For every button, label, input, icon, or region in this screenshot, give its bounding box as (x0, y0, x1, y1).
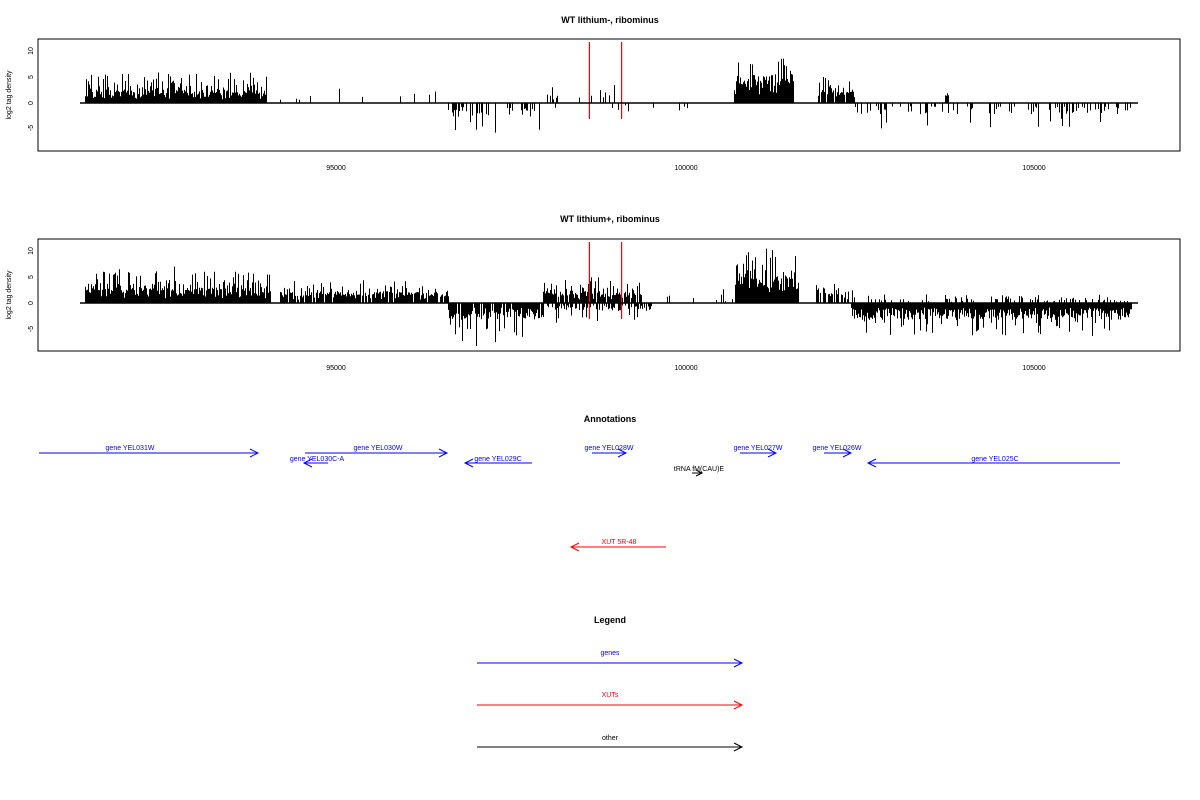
arrowhead (767, 448, 778, 458)
legend-label: other (602, 735, 619, 742)
feature-label: gene YEL030C-A (290, 456, 345, 463)
arrowhead (733, 658, 744, 668)
track-panel-lithium-plus: WT lithium+, ribominus log2 tag density … (6, 214, 1181, 372)
arrowhead (302, 458, 313, 468)
x-axis: 95000 100000 105000 (326, 365, 1046, 372)
arrowhead (249, 448, 260, 458)
feature-label: gene YEL030W (354, 445, 403, 452)
annotations-track: Annotations gene YEL031W gene YEL030C-A … (39, 414, 1120, 552)
feature-gene-yel027w: gene YEL027W (734, 445, 783, 458)
arrowhead (695, 469, 704, 477)
y-tick-label: 10 (28, 47, 35, 55)
feature-gene-yel028w: gene YEL028W (585, 445, 634, 458)
feature-label: gene YEL031W (106, 445, 155, 452)
arrowhead (842, 448, 853, 458)
plot-frame (37, 38, 1181, 152)
annotations-title: Annotations (584, 414, 637, 424)
panel-title: WT lithium+, ribominus (560, 214, 660, 224)
feature-gene-yel030c-a: gene YEL030C-A (290, 456, 345, 468)
feature-label: gene YEL028W (585, 445, 634, 452)
feature-gene-yel026w: gene YEL026W (813, 445, 862, 458)
legend-item-other: other (477, 735, 744, 752)
x-tick-label: 100000 (674, 365, 697, 372)
feature-label: tRNA fM(CAU)E (674, 466, 725, 473)
panel-title: WT lithium-, ribominus (561, 15, 659, 25)
arrowhead (733, 700, 744, 710)
x-axis: 95000 100000 105000 (326, 165, 1046, 172)
x-tick-label: 105000 (1022, 365, 1045, 372)
y-tick-label: -5 (28, 326, 35, 332)
legend-item-genes: genes (477, 650, 744, 668)
y-axis-label: log2 tag density (6, 70, 13, 120)
track-panel-lithium-minus: WT lithium-, ribominus log2 tag density … (6, 15, 1181, 172)
arrowhead (866, 458, 877, 468)
legend-label: genes (600, 650, 620, 657)
legend-label: XUTs (602, 692, 619, 699)
y-tick-label: -5 (28, 125, 35, 131)
y-axis-label: log2 tag density (6, 270, 13, 320)
feature-gene-yel025c: gene YEL025C (866, 456, 1120, 468)
x-tick-label: 100000 (674, 165, 697, 172)
arrowhead (569, 542, 580, 552)
y-axis: -5 0 5 10 (28, 47, 35, 131)
y-tick-label: 0 (28, 301, 35, 305)
y-tick-label: 10 (28, 247, 35, 255)
feature-label: gene YEL029C (474, 456, 521, 463)
legend: Legend genes XUTs other (477, 615, 744, 752)
y-tick-label: 5 (28, 275, 35, 279)
x-tick-label: 105000 (1022, 165, 1045, 172)
y-axis: -5 0 5 10 (28, 247, 35, 332)
x-tick-label: 95000 (326, 165, 346, 172)
red-markers (588, 42, 623, 119)
feature-label: gene YEL027W (734, 445, 783, 452)
feature-gene-yel031w: gene YEL031W (39, 445, 260, 458)
arrowhead (733, 742, 744, 752)
feature-xut-5r-48: XUT 5R-48 (569, 539, 666, 552)
y-tick-label: 5 (28, 75, 35, 79)
feature-gene-yel030w: gene YEL030W (305, 445, 449, 458)
feature-trna: tRNA fM(CAU)E (674, 466, 725, 477)
density-bars (85, 58, 1131, 133)
feature-label: gene YEL026W (813, 445, 862, 452)
legend-title: Legend (594, 615, 626, 625)
arrowhead (438, 448, 449, 458)
plot-frame (37, 238, 1181, 352)
feature-label: XUT 5R-48 (602, 539, 637, 546)
x-tick-label: 95000 (326, 365, 346, 372)
y-tick-label: 0 (28, 101, 35, 105)
density-bars (85, 248, 1132, 347)
feature-label: gene YEL025C (971, 456, 1018, 463)
legend-item-xuts: XUTs (477, 692, 744, 710)
arrowhead (617, 448, 628, 458)
feature-gene-yel029c: gene YEL029C (463, 456, 532, 468)
red-markers (588, 242, 623, 319)
arrowhead (463, 458, 474, 468)
